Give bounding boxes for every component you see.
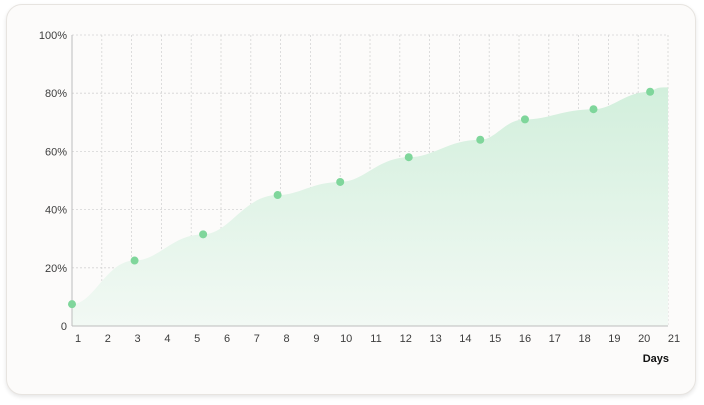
x-tick-label: 17 xyxy=(549,333,561,345)
data-point[interactable] xyxy=(199,230,208,239)
data-point[interactable] xyxy=(646,87,655,96)
x-tick-label: 4 xyxy=(164,333,170,345)
y-tick-label: 60% xyxy=(45,146,67,158)
x-tick-label: 13 xyxy=(429,333,441,345)
x-tick-label: 18 xyxy=(578,333,590,345)
data-point[interactable] xyxy=(68,300,76,309)
data-point[interactable] xyxy=(520,115,529,124)
x-axis-title: Days xyxy=(643,353,669,365)
data-point[interactable] xyxy=(336,177,345,186)
data-points xyxy=(68,87,655,309)
data-point[interactable] xyxy=(404,153,413,162)
x-tick-label: 8 xyxy=(284,333,290,345)
y-tick-label: 0 xyxy=(61,321,67,333)
x-tick-label: 5 xyxy=(194,333,200,345)
y-tick-label: 20% xyxy=(45,263,67,275)
axes xyxy=(71,35,668,327)
y-tick-label: 40% xyxy=(45,205,67,217)
x-tick-label: 16 xyxy=(519,333,531,345)
area-series xyxy=(72,87,668,326)
x-tick-label: 10 xyxy=(340,333,352,345)
x-tick-label: 6 xyxy=(224,333,230,345)
x-tick-label: 2 xyxy=(105,333,111,345)
tick-labels: 020%40%60%80%100%1 2 3 4 5 6 7 8 9 10 11 12 13 14 15 16… xyxy=(39,30,680,365)
x-tick-label: 12 xyxy=(400,333,412,345)
x-tick-label: 21 xyxy=(668,333,680,345)
x-tick-label: 7 xyxy=(254,333,260,345)
x-tick-label: 14 xyxy=(459,333,471,345)
x-tick-label: 20 xyxy=(638,333,650,345)
y-tick-label: 100% xyxy=(39,30,67,42)
x-tick-label: 3 xyxy=(135,333,141,345)
data-point[interactable] xyxy=(273,191,282,200)
x-tick-label: 9 xyxy=(313,333,319,345)
y-tick-label: 80% xyxy=(45,88,67,100)
x-tick-label: 11 xyxy=(370,333,381,345)
x-tick-label: 15 xyxy=(489,333,501,345)
x-tick-label: 1 xyxy=(75,333,81,345)
data-point[interactable] xyxy=(130,256,139,265)
area-fill xyxy=(72,87,668,326)
data-point[interactable] xyxy=(589,105,598,114)
data-point[interactable] xyxy=(476,135,485,144)
x-tick-label: 19 xyxy=(608,333,620,345)
